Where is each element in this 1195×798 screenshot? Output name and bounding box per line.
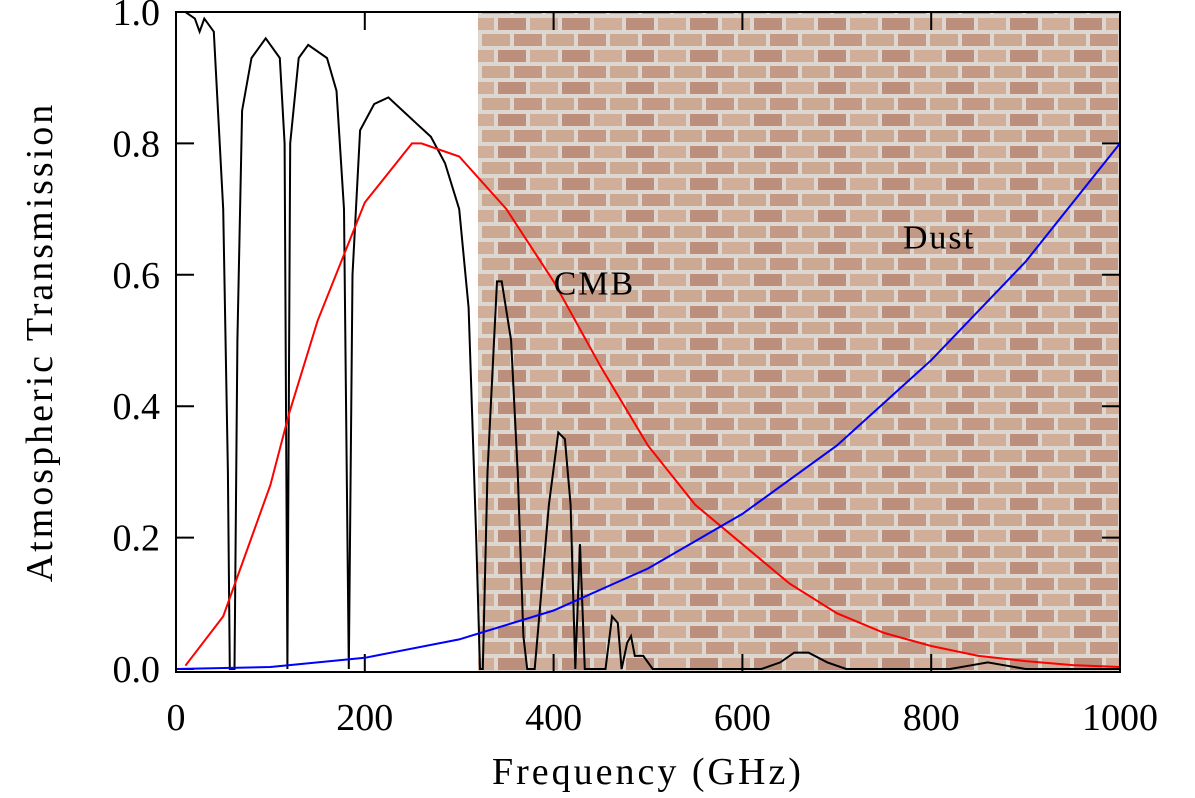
y-axis-label: Atmospheric Transmission — [19, 102, 61, 583]
x-tick-label: 600 — [714, 697, 771, 739]
series-line — [176, 11, 1120, 670]
y-tick-label: 1.0 — [113, 0, 161, 34]
x-tick-label: 800 — [903, 697, 960, 739]
brick-background — [478, 12, 1120, 672]
x-axis-label: Frequency (GHz) — [492, 751, 804, 793]
y-tick-label: 0.6 — [113, 255, 161, 297]
series-line — [175, 142, 1121, 670]
x-tick-label: 1000 — [1082, 697, 1158, 739]
y-tick-label: 0.2 — [113, 518, 161, 560]
frame — [175, 11, 1121, 673]
series-line — [184, 142, 1121, 668]
series-label: CMB — [554, 266, 636, 303]
x-tick-label: 0 — [167, 697, 186, 739]
y-tick-label: 0.8 — [113, 123, 161, 165]
y-tick-label: 0.4 — [113, 386, 161, 428]
x-tick-label: 400 — [525, 697, 582, 739]
background-veil — [478, 12, 1120, 672]
x-tick-label: 200 — [336, 697, 393, 739]
plot: 0 200 400 600 800 1000 0.0 0.2 0.4 0.6 0.8 1.0 CMB Du… — [113, 0, 1159, 739]
y-tick-label: 0.0 — [113, 649, 161, 691]
series-label: Dust — [903, 220, 975, 257]
